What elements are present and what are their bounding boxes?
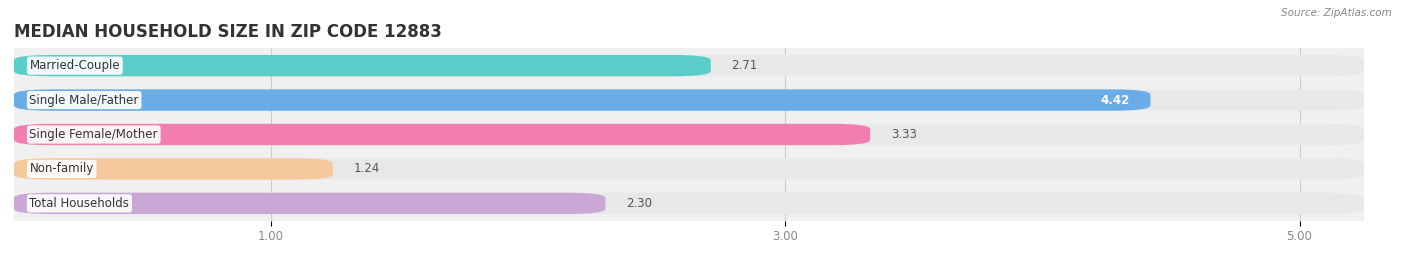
FancyBboxPatch shape — [14, 124, 1364, 145]
Text: MEDIAN HOUSEHOLD SIZE IN ZIP CODE 12883: MEDIAN HOUSEHOLD SIZE IN ZIP CODE 12883 — [14, 23, 441, 41]
FancyBboxPatch shape — [14, 158, 1364, 180]
Text: 2.30: 2.30 — [626, 197, 652, 210]
FancyBboxPatch shape — [14, 55, 711, 76]
Text: Non-family: Non-family — [30, 162, 94, 175]
FancyBboxPatch shape — [14, 158, 333, 180]
Text: Married-Couple: Married-Couple — [30, 59, 120, 72]
Text: 2.71: 2.71 — [731, 59, 758, 72]
Text: 4.42: 4.42 — [1101, 94, 1130, 107]
Text: 1.24: 1.24 — [353, 162, 380, 175]
FancyBboxPatch shape — [14, 89, 1364, 111]
FancyBboxPatch shape — [14, 55, 1364, 76]
FancyBboxPatch shape — [14, 89, 1150, 111]
FancyBboxPatch shape — [14, 193, 606, 214]
FancyBboxPatch shape — [14, 124, 870, 145]
Text: Total Households: Total Households — [30, 197, 129, 210]
Text: Source: ZipAtlas.com: Source: ZipAtlas.com — [1281, 8, 1392, 18]
FancyBboxPatch shape — [14, 193, 1364, 214]
Text: Single Male/Father: Single Male/Father — [30, 94, 139, 107]
Text: 3.33: 3.33 — [891, 128, 917, 141]
Text: Single Female/Mother: Single Female/Mother — [30, 128, 157, 141]
